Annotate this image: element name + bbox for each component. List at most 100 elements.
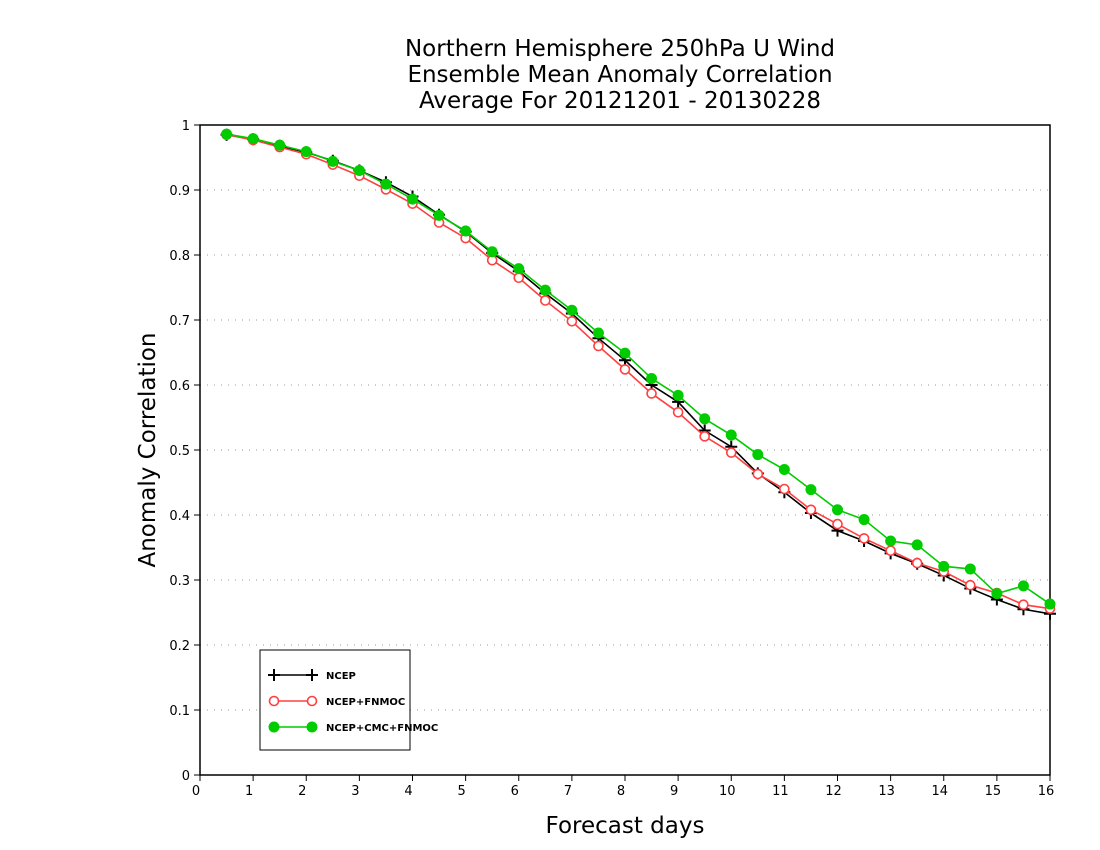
x-tick-label: 8 (617, 784, 625, 799)
grid-lines (200, 189, 1050, 711)
data-point-filled-circle (566, 304, 578, 316)
y-tick-label: 0.8 (169, 249, 190, 264)
x-tick-label: 10 (719, 784, 736, 799)
x-tick-label: 3 (351, 784, 359, 799)
x-tick-label: 14 (931, 784, 948, 799)
data-point-filled-circle (486, 246, 498, 258)
series-line-ncep-cmc-fnmoc (226, 133, 1051, 605)
data-point-filled-circle (327, 155, 339, 167)
data-point-filled-circle (407, 193, 418, 205)
data-point-filled-circle (353, 165, 365, 176)
data-point-plus (268, 669, 280, 681)
data-point-filled-circle (274, 139, 286, 151)
data-point-open-circle (858, 533, 870, 544)
data-point-open-circle (1018, 599, 1029, 611)
data-point-open-circle (593, 340, 604, 352)
data-point-filled-circle (646, 373, 658, 384)
data-point-open-circle (619, 364, 631, 375)
data-point-open-circle (725, 447, 737, 458)
data-point-open-circle (268, 695, 280, 707)
data-point-open-circle (752, 468, 764, 480)
data-point-filled-circle (1044, 598, 1056, 610)
data-point-filled-circle (991, 588, 1003, 600)
data-point-filled-circle (805, 484, 817, 496)
data-point-filled-circle (832, 504, 843, 516)
y-tick-label: 0.6 (169, 379, 190, 394)
y-tick-label: 0.2 (169, 639, 190, 654)
chart-title-line-3: Average For 20121201 - 20130228 (418, 88, 822, 114)
x-tick-label: 0 (192, 784, 200, 799)
data-point-filled-circle (513, 263, 525, 275)
x-tick-label: 5 (457, 784, 465, 799)
data-point-filled-circle (433, 209, 445, 221)
axis-ticks: 00.10.20.30.40.50.60.70.80.910 1 2 3 4 5 6 7 8 9 1… (169, 119, 1054, 799)
data-point-open-circle (513, 272, 525, 284)
data-point-open-circle (540, 295, 551, 306)
x-tick-label: 6 (511, 784, 519, 799)
data-point-filled-circle (221, 128, 233, 140)
data-point-open-circle (832, 518, 843, 530)
data-point-open-circle (779, 483, 790, 495)
x-tick-label: 9 (670, 784, 678, 799)
legend-label: NCEP (326, 671, 356, 682)
data-point-filled-circle (964, 563, 976, 575)
series-line-ncep (226, 133, 1051, 615)
y-tick-label: 1 (182, 119, 190, 134)
data-point-filled-circle (938, 560, 950, 572)
data-point-open-circle (699, 431, 710, 442)
data-point-open-circle (566, 315, 578, 327)
data-point-open-circle (911, 557, 923, 569)
x-tick-label: 2 (298, 784, 306, 799)
data-point-open-circle (672, 406, 684, 418)
y-tick-label: 0.5 (169, 444, 190, 459)
legend-box (259, 649, 411, 751)
data-point-filled-circle (380, 178, 392, 190)
data-point-filled-circle (752, 449, 764, 461)
data-point-filled-circle (885, 535, 897, 547)
y-tick-label: 0.4 (169, 509, 190, 524)
data-point-filled-circle (539, 284, 551, 296)
data-point-filled-circle (268, 721, 280, 733)
data-point-open-circle (805, 504, 817, 516)
data-point-filled-circle (300, 146, 312, 158)
y-axis-label: Anomaly Correlation (135, 332, 161, 567)
data-point-filled-circle (672, 389, 684, 401)
data-point-filled-circle (592, 327, 604, 339)
chart-title-line-2: Ensemble Mean Anomaly Correlation (407, 62, 833, 88)
data-point-filled-circle (858, 514, 870, 526)
data-point-open-circle (885, 545, 896, 557)
data-point-open-circle (965, 579, 976, 591)
x-tick-label: 4 (404, 784, 412, 799)
data-point-open-circle (646, 388, 657, 399)
x-tick-label: 7 (564, 784, 572, 799)
y-tick-label: 0.7 (169, 314, 190, 329)
chart-title-line-1: Northern Hemisphere 250hPa U Wind (404, 36, 836, 62)
x-tick-label: 15 (985, 784, 1002, 799)
data-point-filled-circle (699, 413, 711, 425)
data-point-filled-circle (619, 347, 631, 359)
x-tick-label: 12 (825, 784, 842, 799)
x-tick-label: 16 (1038, 784, 1055, 799)
chart-title: Northern Hemisphere 250hPa U Wind Ensemb… (300, 36, 940, 114)
legend-label: NCEP+CMC+FNMOC (326, 723, 438, 734)
y-tick-label: 0.9 (169, 184, 190, 199)
x-tick-label: 11 (772, 784, 789, 799)
data-point-filled-circle (247, 133, 259, 145)
data-point-open-circle (306, 695, 318, 707)
y-tick-label: 0 (182, 769, 190, 784)
data-point-filled-circle (306, 721, 318, 733)
data-point-plus (306, 669, 318, 681)
data-point-filled-circle (911, 539, 923, 551)
legend-label: NCEP+FNMOC (326, 697, 405, 708)
y-tick-label: 0.1 (169, 704, 190, 719)
data-point-filled-circle (1017, 580, 1029, 592)
y-tick-label: 0.3 (169, 574, 190, 589)
series-lines (220, 128, 1056, 620)
x-tick-label: 1 (245, 784, 253, 799)
x-tick-label: 13 (878, 784, 895, 799)
data-point-filled-circle (460, 225, 472, 237)
legend: NCEP NCEP+FNMOC NCEP+CMC+FNMOC (259, 649, 438, 751)
data-point-filled-circle (725, 429, 737, 441)
data-point-filled-circle (778, 464, 790, 475)
